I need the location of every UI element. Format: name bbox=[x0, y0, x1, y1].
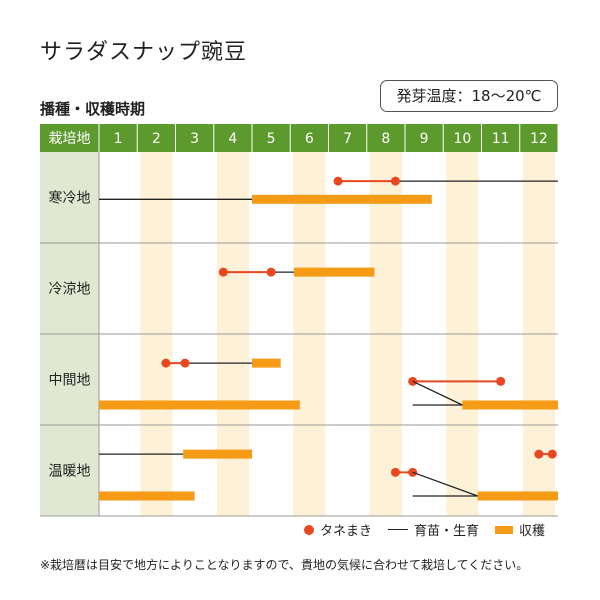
month-tick-label: 1 bbox=[114, 131, 123, 147]
legend-item-harvest: 収穫 bbox=[495, 520, 545, 539]
footnote: ※栽培暦は目安で地方によりことなりますので、貴地の気候に合わせて栽培してください… bbox=[40, 558, 529, 572]
month-tick-label: 8 bbox=[381, 131, 390, 147]
month-tick-label: 7 bbox=[343, 131, 352, 147]
legend-label-harvest: 収穫 bbox=[519, 524, 546, 539]
legend-item-grow: 育苗・生育 bbox=[388, 520, 479, 539]
harvest-bar bbox=[252, 194, 432, 204]
harvest-bar bbox=[252, 358, 281, 368]
header-label: 栽培地 bbox=[49, 131, 91, 147]
sowing-point bbox=[547, 449, 557, 459]
chart-legend: タネまき 育苗・生育 収穫 bbox=[304, 520, 545, 539]
harvest-bar bbox=[99, 491, 195, 501]
harvest-bar bbox=[99, 400, 300, 410]
sow-dot-icon bbox=[304, 524, 314, 535]
harvest-bar bbox=[462, 400, 558, 410]
germination-temperature-badge: 発芽温度：18〜20℃ bbox=[380, 80, 558, 112]
region-label: 温暖地 bbox=[49, 464, 91, 480]
month-tick-label: 12 bbox=[530, 131, 548, 147]
month-tick-label: 10 bbox=[453, 131, 471, 147]
month-tick-label: 6 bbox=[305, 131, 314, 147]
sowing-point bbox=[180, 358, 190, 368]
month-tick-label: 9 bbox=[420, 131, 429, 147]
sowing-point bbox=[496, 376, 506, 386]
month-tick-label: 5 bbox=[267, 131, 276, 147]
legend-label-grow: 育苗・生育 bbox=[414, 524, 480, 539]
harvest-bar-icon bbox=[495, 525, 514, 534]
sowing-point bbox=[390, 176, 400, 186]
month-tick-label: 4 bbox=[228, 131, 237, 147]
legend-label-sow: タネまき bbox=[320, 524, 373, 539]
month-tick-label: 2 bbox=[152, 131, 161, 147]
region-label: 寒冷地 bbox=[49, 190, 91, 207]
sowing-point bbox=[161, 358, 171, 368]
region-label: 中間地 bbox=[49, 373, 91, 389]
chart-subtitle: 播種・収穫時期 bbox=[40, 100, 146, 118]
grow-line-icon bbox=[388, 529, 409, 530]
harvest-bar bbox=[477, 491, 558, 501]
month-tick-label: 3 bbox=[190, 131, 199, 147]
growing-connector bbox=[412, 380, 463, 406]
month-tick-label: 11 bbox=[492, 131, 510, 147]
sowing-point bbox=[390, 467, 400, 477]
sowing-point bbox=[218, 267, 228, 277]
growing-connector bbox=[412, 471, 478, 497]
region-label: 冷涼地 bbox=[49, 282, 91, 298]
sowing-point bbox=[333, 176, 343, 186]
sowing-point bbox=[266, 267, 276, 277]
page-title: サラダスナップ豌豆 bbox=[40, 40, 248, 65]
harvest-bar bbox=[294, 267, 375, 277]
harvest-bar bbox=[183, 449, 252, 459]
header-bar bbox=[40, 124, 558, 152]
sowing-point bbox=[534, 449, 544, 459]
legend-item-sow: タネまき bbox=[304, 520, 372, 539]
